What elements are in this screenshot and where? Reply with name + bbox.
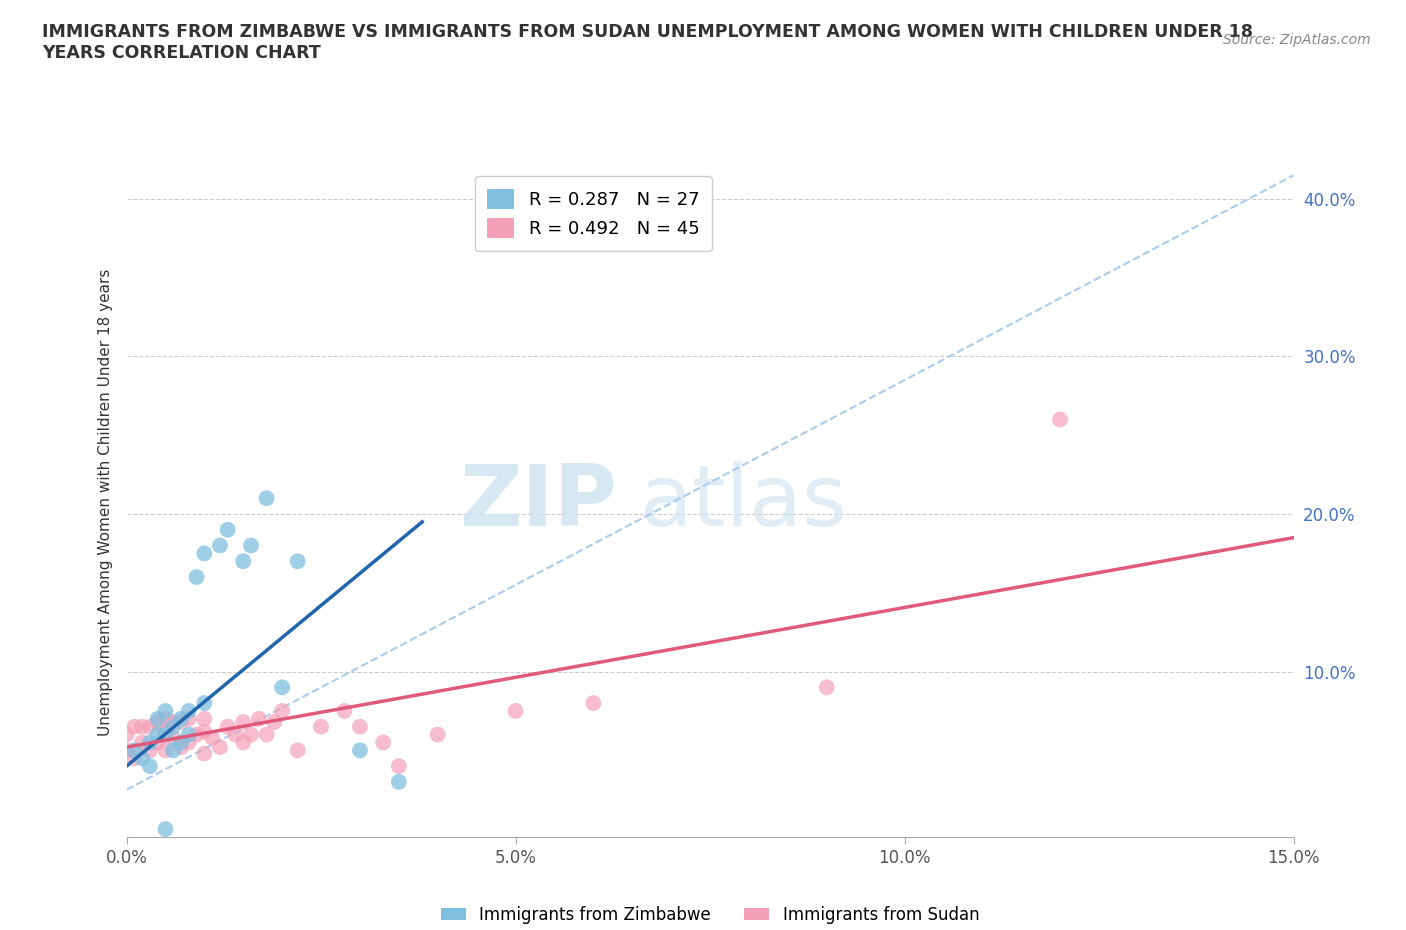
Point	[124, 719, 146, 734]
Point	[115, 743, 138, 758]
Text: ZIP: ZIP	[458, 460, 617, 544]
Point	[505, 703, 527, 718]
Point	[217, 719, 239, 734]
Point	[124, 743, 146, 758]
Point	[217, 523, 239, 538]
Point	[177, 727, 200, 742]
Point	[146, 735, 169, 750]
Point	[139, 719, 162, 734]
Point	[162, 714, 184, 729]
Point	[815, 680, 838, 695]
Point	[162, 719, 184, 734]
Point	[193, 696, 215, 711]
Point	[193, 546, 215, 561]
Point	[139, 759, 162, 774]
Point	[256, 491, 278, 506]
Point	[333, 703, 356, 718]
Point	[240, 727, 263, 742]
Point	[208, 739, 231, 754]
Point	[247, 711, 270, 726]
Point	[186, 727, 208, 742]
Point	[155, 727, 177, 742]
Point	[271, 703, 294, 718]
Point	[232, 735, 254, 750]
Y-axis label: Unemployment Among Women with Children Under 18 years: Unemployment Among Women with Children U…	[97, 269, 112, 736]
Point	[271, 680, 294, 695]
Point	[155, 711, 177, 726]
Point	[193, 711, 215, 726]
Point	[139, 743, 162, 758]
Point	[256, 727, 278, 742]
Point	[131, 751, 153, 765]
Point	[139, 735, 162, 750]
Point	[155, 703, 177, 718]
Point	[131, 719, 153, 734]
Point	[208, 538, 231, 553]
Point	[155, 822, 177, 837]
Point	[426, 727, 449, 742]
Point	[131, 735, 153, 750]
Text: IMMIGRANTS FROM ZIMBABWE VS IMMIGRANTS FROM SUDAN UNEMPLOYMENT AMONG WOMEN WITH : IMMIGRANTS FROM ZIMBABWE VS IMMIGRANTS F…	[42, 23, 1253, 62]
Point	[162, 743, 184, 758]
Point	[177, 703, 200, 718]
Legend: Immigrants from Zimbabwe, Immigrants from Sudan: Immigrants from Zimbabwe, Immigrants fro…	[434, 899, 986, 930]
Point	[349, 719, 371, 734]
Point	[155, 724, 177, 738]
Point	[177, 711, 200, 726]
Point	[263, 714, 285, 729]
Point	[124, 751, 146, 765]
Point	[287, 554, 309, 569]
Point	[224, 727, 246, 742]
Point	[373, 735, 395, 750]
Point	[115, 727, 138, 742]
Point	[170, 711, 193, 726]
Point	[240, 538, 263, 553]
Point	[232, 554, 254, 569]
Point	[193, 724, 215, 738]
Point	[170, 739, 193, 754]
Point	[146, 711, 169, 726]
Point	[582, 696, 605, 711]
Point	[287, 743, 309, 758]
Point	[201, 730, 224, 745]
Point	[146, 714, 169, 729]
Text: Source: ZipAtlas.com: Source: ZipAtlas.com	[1223, 33, 1371, 46]
Point	[388, 759, 411, 774]
Point	[349, 743, 371, 758]
Text: atlas: atlas	[640, 460, 848, 544]
Point	[170, 714, 193, 729]
Point	[146, 727, 169, 742]
Point	[193, 746, 215, 761]
Point	[309, 719, 332, 734]
Point	[1049, 412, 1071, 427]
Point	[186, 569, 208, 584]
Point	[155, 743, 177, 758]
Point	[170, 735, 193, 750]
Point	[177, 735, 200, 750]
Point	[162, 730, 184, 745]
Point	[232, 714, 254, 729]
Point	[388, 775, 411, 790]
